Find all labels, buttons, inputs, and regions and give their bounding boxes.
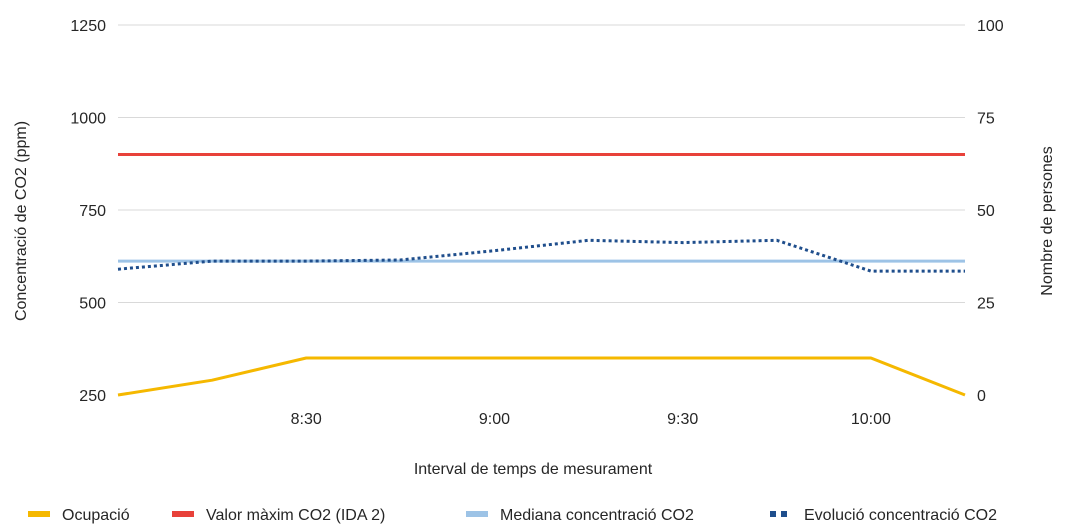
x-tick-label: 9:00	[479, 411, 510, 428]
legend-label: Mediana concentració CO2	[500, 507, 694, 524]
x-axis-title: Interval de temps de mesurament	[414, 461, 653, 478]
legend-label: Ocupació	[62, 507, 130, 524]
series-line	[117, 356, 966, 397]
y-tick-label: 500	[79, 296, 106, 313]
y2-tick-label: 0	[977, 388, 986, 405]
y-tick-label: 750	[79, 203, 106, 220]
y-axis-title: Concentració de CO2 (ppm)	[13, 121, 30, 321]
x-tick-label: 10:00	[851, 411, 891, 428]
legend: Ocupació Valor màxim CO2 (IDA 2) Mediana c…	[28, 507, 997, 524]
y2-tick-label: 25	[977, 296, 995, 313]
x-axis-ticks: 8:30 9:00 9:30 10:00	[291, 411, 891, 428]
right-axis-ticks: 0 25 50 75 100	[977, 18, 1004, 405]
y2-tick-label: 50	[977, 203, 995, 220]
gridlines	[118, 24, 965, 303]
x-tick-label: 9:30	[667, 411, 698, 428]
y2-axis-title: Nombre de persones	[1039, 146, 1056, 295]
x-tick-label: 8:30	[291, 411, 322, 428]
legend-label: Evolució concentració CO2	[804, 507, 997, 524]
y-tick-label: 1250	[70, 18, 106, 35]
y-tick-label: 250	[79, 388, 106, 405]
y2-tick-label: 100	[977, 18, 1004, 35]
y2-tick-label: 75	[977, 111, 995, 128]
series-line	[117, 238, 965, 273]
y-tick-label: 1000	[70, 111, 106, 128]
series-lines	[117, 153, 966, 397]
left-axis-ticks: 250 500 750 1000 1250	[70, 18, 106, 405]
legend-label: Valor màxim CO2 (IDA 2)	[206, 507, 385, 524]
